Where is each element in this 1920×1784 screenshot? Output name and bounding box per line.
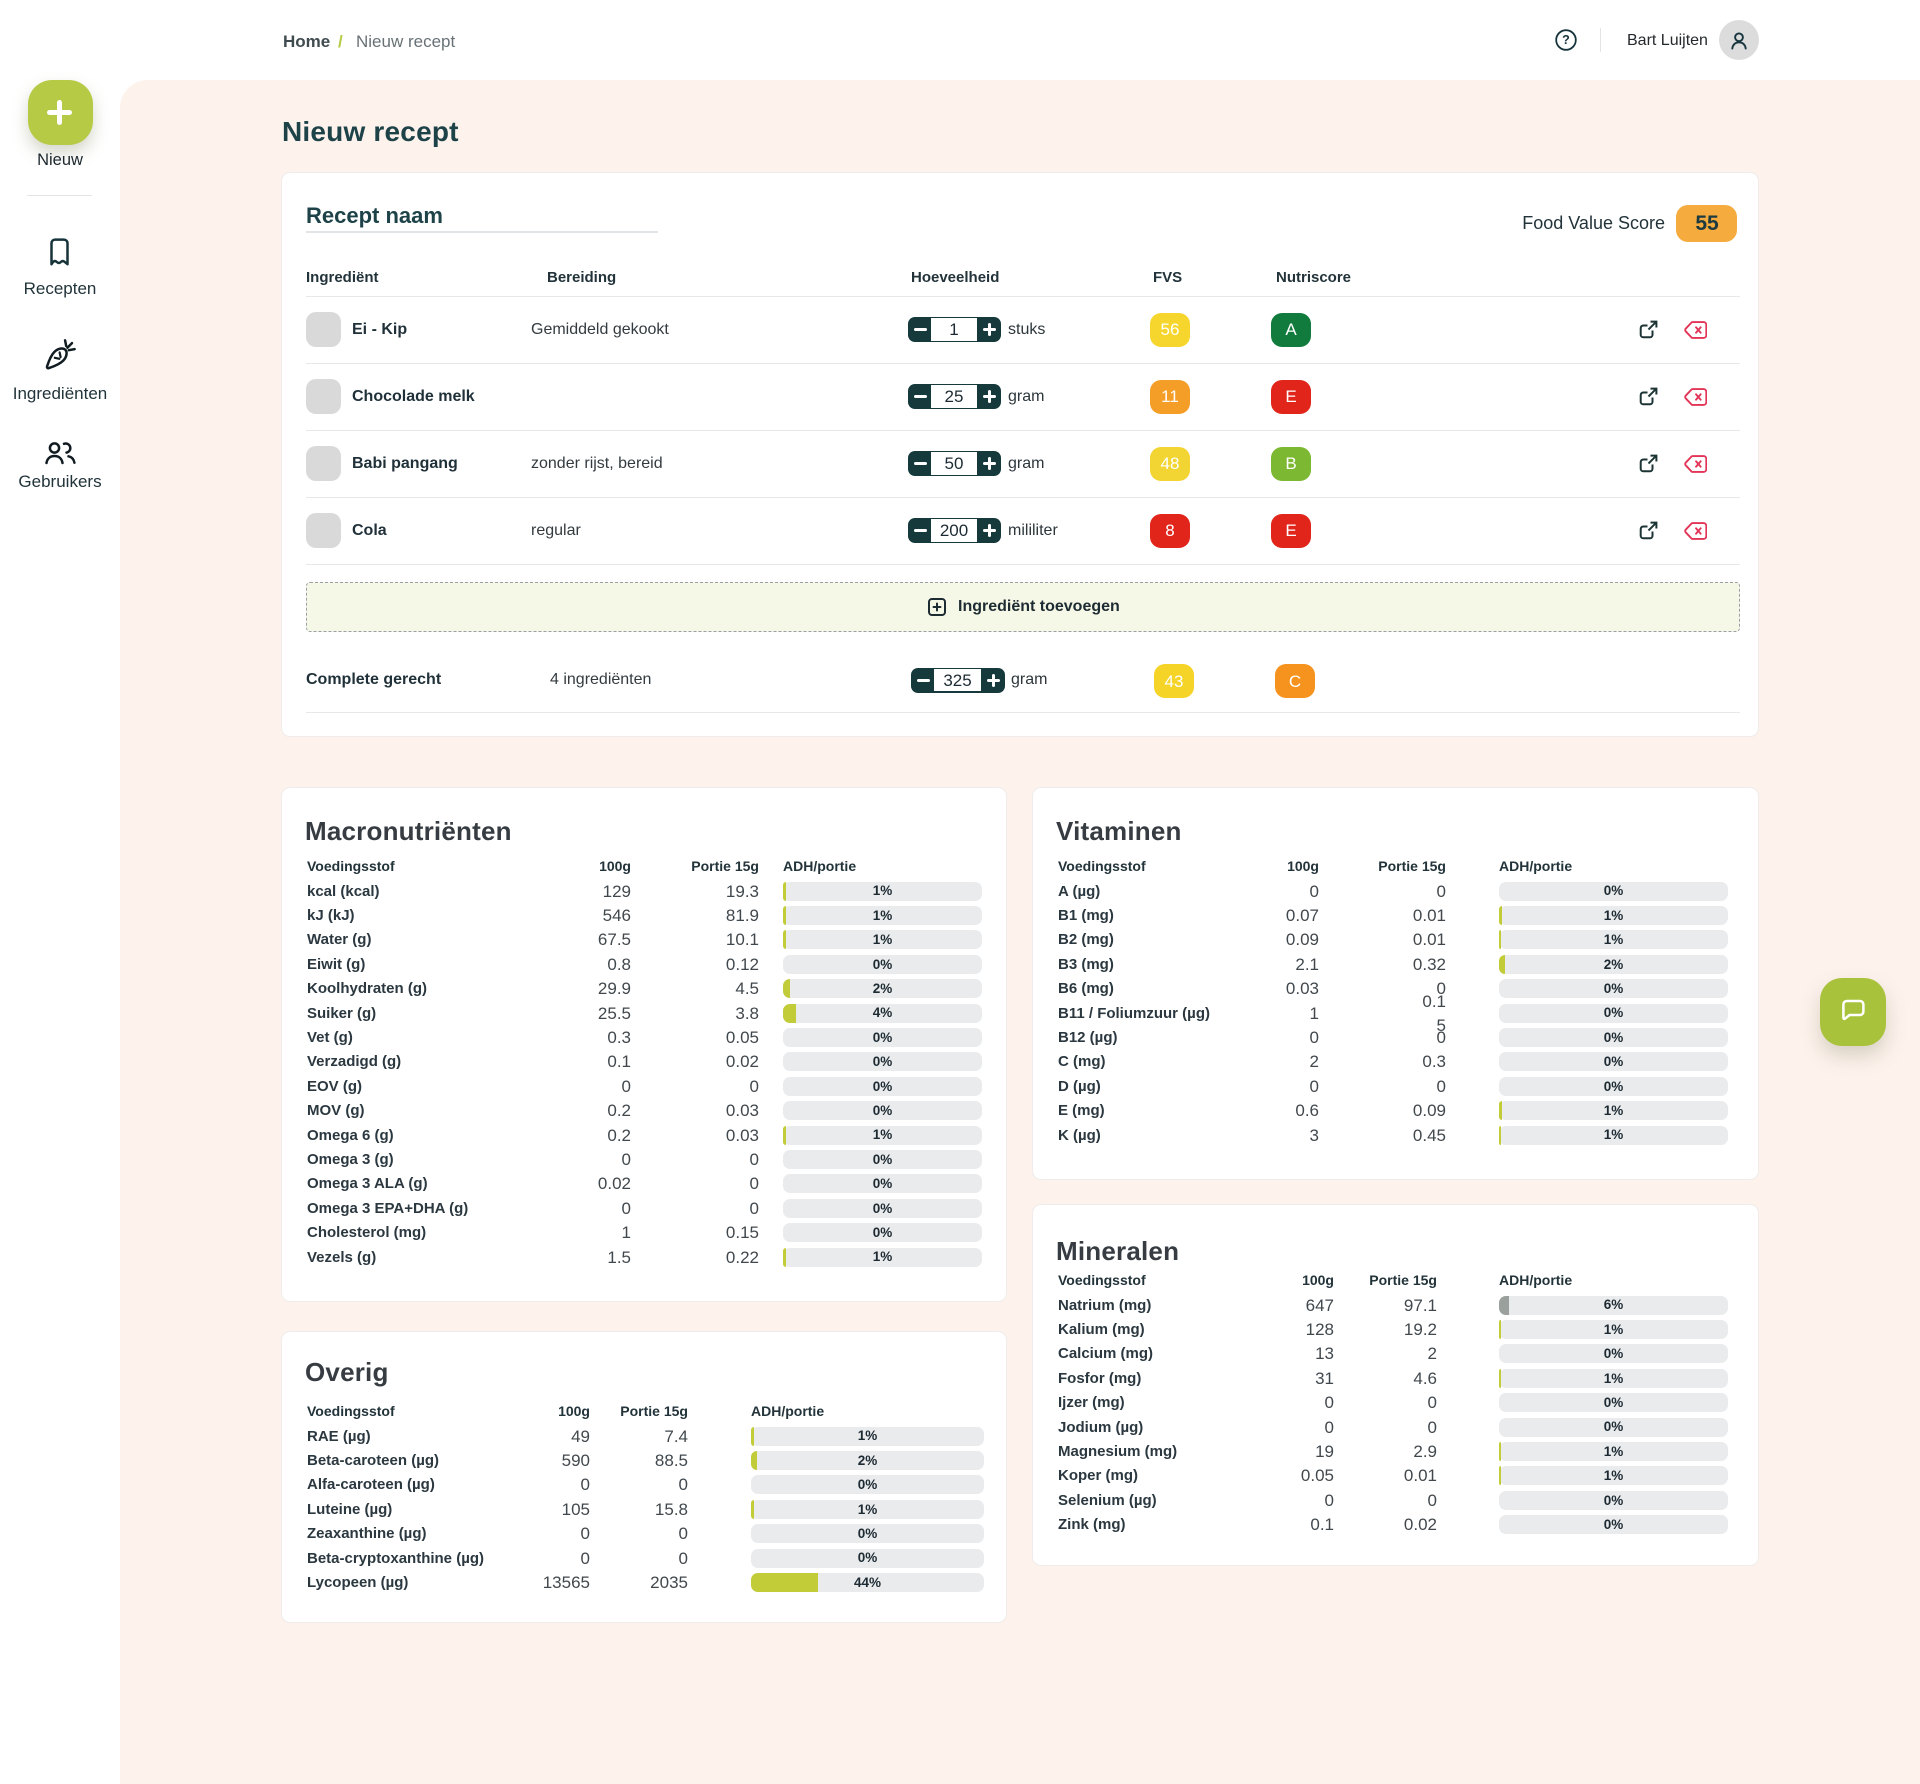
svg-text:?: ? xyxy=(1562,33,1570,47)
